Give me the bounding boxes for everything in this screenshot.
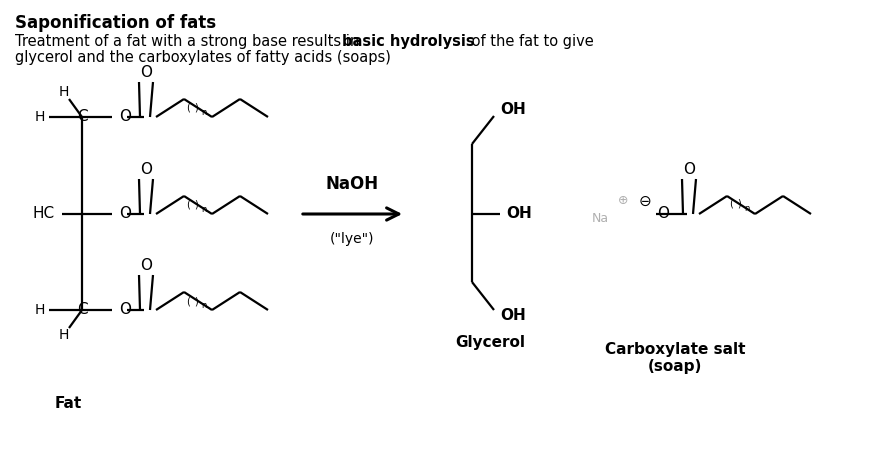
Text: ): ) <box>194 200 198 210</box>
Text: O: O <box>140 162 152 177</box>
Text: (: ( <box>186 200 190 210</box>
Text: C: C <box>77 303 87 318</box>
Text: O: O <box>657 206 669 221</box>
Text: basic hydrolysis: basic hydrolysis <box>342 34 475 49</box>
Text: n: n <box>201 205 206 214</box>
Text: O: O <box>119 206 131 221</box>
Text: OH: OH <box>500 309 526 323</box>
Text: of the fat to give: of the fat to give <box>467 34 594 49</box>
Text: H: H <box>34 110 45 124</box>
Text: (: ( <box>186 103 190 113</box>
Text: Carboxylate salt
(soap): Carboxylate salt (soap) <box>605 342 745 374</box>
Text: HC: HC <box>33 206 55 221</box>
Text: ("lye"): ("lye") <box>330 232 375 246</box>
Text: Saponification of fats: Saponification of fats <box>15 14 216 32</box>
Text: ): ) <box>194 103 198 113</box>
Text: ⊕: ⊕ <box>617 194 628 208</box>
Text: H: H <box>59 328 69 342</box>
Text: ): ) <box>737 199 741 209</box>
Text: n: n <box>744 204 750 213</box>
Text: H: H <box>34 303 45 317</box>
Text: H: H <box>59 85 69 99</box>
Text: O: O <box>119 303 131 318</box>
Text: OH: OH <box>506 206 532 221</box>
Text: Na: Na <box>592 212 609 226</box>
Text: n: n <box>201 301 206 310</box>
Text: O: O <box>140 259 152 273</box>
Text: n: n <box>201 108 206 117</box>
Text: C: C <box>77 110 87 125</box>
Text: O: O <box>683 162 695 177</box>
Text: O: O <box>119 110 131 125</box>
Text: (: ( <box>186 296 190 306</box>
Text: Fat: Fat <box>55 396 82 412</box>
Text: glycerol and the carboxylates of fatty acids (soaps): glycerol and the carboxylates of fatty a… <box>15 50 391 65</box>
Text: O: O <box>140 66 152 81</box>
Text: (: ( <box>729 199 733 209</box>
Text: NaOH: NaOH <box>326 175 379 193</box>
Text: OH: OH <box>500 102 526 118</box>
Text: Glycerol: Glycerol <box>455 335 525 349</box>
Text: ⊖: ⊖ <box>639 194 652 209</box>
Text: Treatment of a fat with a strong base results in: Treatment of a fat with a strong base re… <box>15 34 364 49</box>
Text: ): ) <box>194 296 198 306</box>
